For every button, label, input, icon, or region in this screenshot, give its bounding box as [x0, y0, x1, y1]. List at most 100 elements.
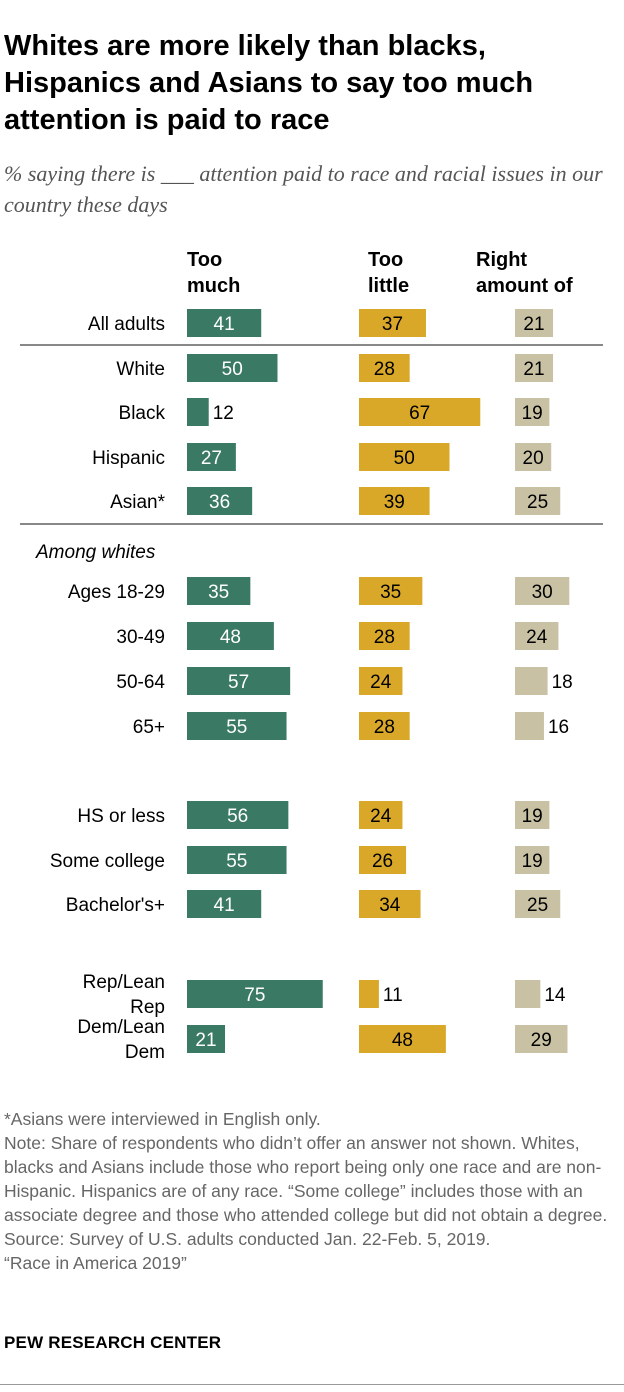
value-label-too-much-rep-lean-rep: 75: [244, 985, 265, 1006]
bar-too-little-30-49: [359, 622, 410, 650]
bar-too-much-asian: [187, 487, 253, 515]
value-label-too-little-hs-or-less: 24: [370, 806, 392, 827]
value-label-right-amount-of-asian: 25: [527, 492, 548, 513]
value-label-too-little-black: 67: [409, 403, 430, 424]
value-label-too-little-all-adults: 37: [382, 314, 403, 335]
row-label-ages-18-29: Ages 18-29: [68, 582, 165, 603]
bar-too-little-dem-lean-dem: [359, 1025, 446, 1053]
bar-too-little-black: [359, 398, 481, 426]
row-label-dem-lean-dem: Dem/Lean: [77, 1017, 165, 1038]
value-label-too-little-ages-18-29: 35: [380, 582, 401, 603]
value-label-too-much-black: 12: [213, 403, 234, 424]
bar-too-little-all-adults: [359, 309, 426, 337]
bar-too-little-65: [359, 712, 410, 740]
bar-right-amount-of-30-49: [515, 622, 559, 650]
bar-right-amount-of-some-college: [515, 846, 550, 874]
value-label-too-little-hispanic: 50: [394, 448, 415, 469]
bar-right-amount-of-rep-lean-rep: [515, 980, 541, 1008]
bar-right-amount-of-50-64: [515, 667, 548, 695]
value-label-right-amount-of-dem-lean-dem: 29: [531, 1030, 552, 1051]
note-text: Note: Share of respondents who didn’t of…: [4, 1133, 608, 1225]
value-label-right-amount-of-hs-or-less: 19: [522, 806, 543, 827]
bar-too-little-asian: [359, 487, 430, 515]
value-label-too-much-hispanic: 27: [201, 448, 222, 469]
value-label-too-much-dem-lean-dem: 21: [195, 1030, 216, 1051]
bar-too-little-hispanic: [359, 443, 450, 471]
row-label-rep-lean-rep: Rep/Lean: [83, 972, 165, 993]
value-label-too-much-50-64: 57: [228, 672, 249, 693]
value-label-too-little-some-college: 26: [372, 851, 393, 872]
bar-too-much-50-64: [187, 667, 291, 695]
source-text: Source: Survey of U.S. adults conducted …: [4, 1229, 491, 1249]
asterisk-note: *Asians were interviewed in English only…: [4, 1109, 321, 1129]
bar-too-little-50-64: [359, 667, 403, 695]
bar-right-amount-of-65: [515, 712, 544, 740]
bar-right-amount-of-all-adults: [515, 309, 554, 337]
value-label-too-little-bachelor-s: 34: [379, 895, 401, 916]
row-label-some-college: Some college: [50, 851, 165, 872]
row-label-65: 65+: [133, 717, 165, 738]
row-label-hs-or-less: HS or less: [77, 806, 165, 827]
value-label-too-much-30-49: 48: [220, 627, 241, 648]
bar-too-much-bachelor-s: [187, 890, 262, 918]
bar-right-amount-of-hispanic: [515, 443, 552, 471]
value-label-right-amount-of-all-adults: 21: [523, 314, 544, 335]
row-label-white: White: [116, 359, 165, 380]
bar-too-little-ages-18-29: [359, 577, 423, 605]
column-header-too-much: Too much: [187, 249, 241, 297]
group-label: Among whites: [35, 542, 156, 563]
value-label-right-amount-of-50-64: 18: [552, 672, 573, 693]
bar-chart: Among whites All adults 41 37 21 White 50 28 21 B…: [20, 309, 603, 1063]
row-label-hispanic: Hispanic: [92, 448, 165, 469]
bar-right-amount-of-black: [515, 398, 550, 426]
value-label-right-amount-of-bachelor-s: 25: [527, 895, 548, 916]
bar-right-amount-of-white: [515, 354, 554, 382]
column-header-too-little: Too little: [368, 249, 410, 297]
value-label-right-amount-of-ages-18-29: 30: [532, 582, 553, 603]
value-label-too-little-white: 28: [374, 359, 395, 380]
row-label-black: Black: [119, 403, 166, 424]
bar-right-amount-of-hs-or-less: [515, 801, 550, 829]
bar-too-much-all-adults: [187, 309, 262, 337]
chart-title: Whites are more likely than blacks, Hisp…: [4, 30, 534, 136]
value-label-right-amount-of-30-49: 24: [526, 627, 548, 648]
bar-too-much-hispanic: [187, 443, 236, 471]
value-label-too-much-white: 50: [222, 359, 243, 380]
bar-too-little-hs-or-less: [359, 801, 403, 829]
bar-too-much-some-college: [187, 846, 287, 874]
value-label-right-amount-of-65: 16: [548, 717, 569, 738]
value-label-too-much-ages-18-29: 35: [208, 582, 229, 603]
value-label-too-much-some-college: 55: [226, 851, 247, 872]
value-label-right-amount-of-some-college: 19: [522, 851, 543, 872]
bar-too-much-30-49: [187, 622, 274, 650]
bar-right-amount-of-dem-lean-dem: [515, 1025, 568, 1053]
value-label-too-little-50-64: 24: [370, 672, 392, 693]
chart-notes: *Asians were interviewed in English only…: [4, 1107, 620, 1275]
value-label-too-much-bachelor-s: 41: [214, 895, 235, 916]
column-header-right-amount: Right amount of: [476, 249, 573, 297]
value-label-right-amount-of-white: 21: [523, 359, 544, 380]
value-label-too-little-asian: 39: [384, 492, 405, 513]
chart-subtitle: % saying there is ___ attention paid to …: [4, 161, 603, 217]
value-label-too-little-rep-lean-rep: 11: [383, 985, 403, 1006]
bottom-divider: [0, 1384, 624, 1385]
footer-brand: PEW RESEARCH CENTER: [4, 1333, 222, 1352]
row-label-all-adults: All adults: [88, 314, 165, 335]
bar-too-little-bachelor-s: [359, 890, 421, 918]
row-label-50-64: 50-64: [116, 672, 165, 693]
bar-too-much-ages-18-29: [187, 577, 251, 605]
bar-too-much-white: [187, 354, 278, 382]
row-label-bachelor-s: Bachelor's+: [66, 895, 165, 916]
bar-right-amount-of-bachelor-s: [515, 890, 561, 918]
value-label-too-much-65: 55: [226, 717, 247, 738]
value-label-too-little-30-49: 28: [374, 627, 395, 648]
value-label-right-amount-of-hispanic: 20: [523, 448, 544, 469]
value-label-right-amount-of-black: 19: [522, 403, 543, 424]
value-label-too-much-hs-or-less: 56: [227, 806, 248, 827]
row-label-dem-lean-dem: Dem: [125, 1042, 165, 1063]
bar-right-amount-of-asian: [515, 487, 561, 515]
value-label-too-little-65: 28: [374, 717, 395, 738]
bar-too-little-some-college: [359, 846, 407, 874]
bar-too-little-white: [359, 354, 410, 382]
bar-right-amount-of-ages-18-29: [515, 577, 570, 605]
